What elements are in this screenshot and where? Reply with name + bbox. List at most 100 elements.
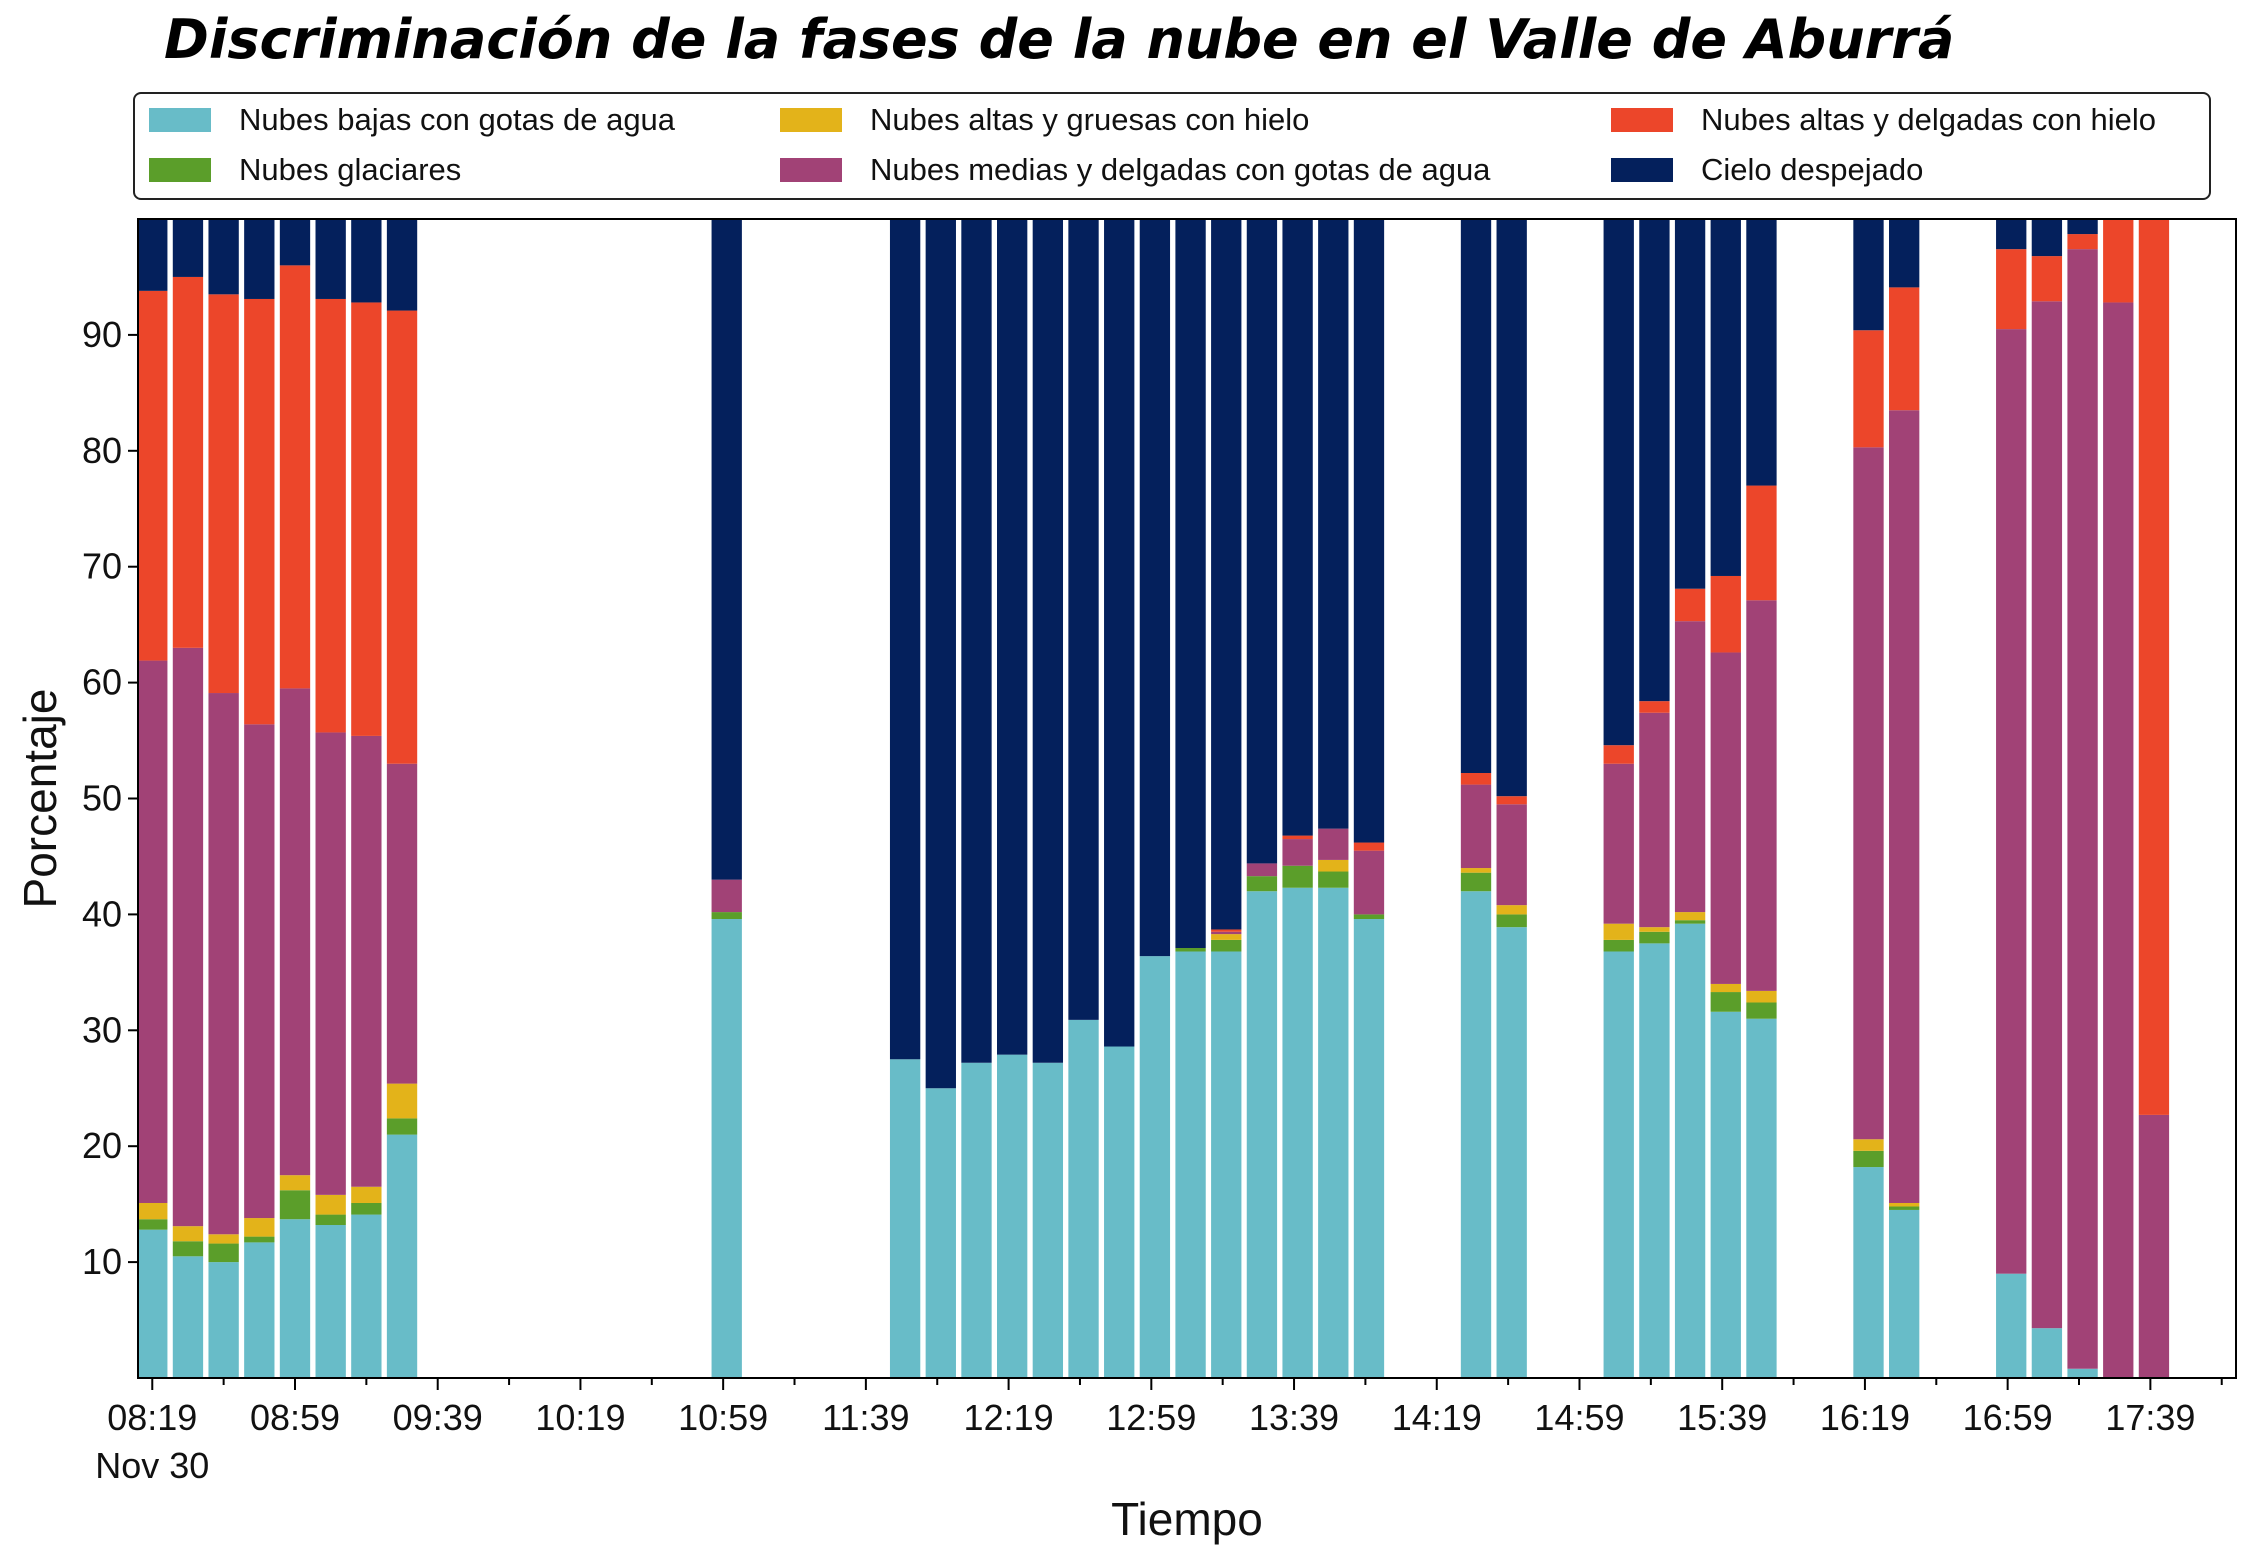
bar-segment <box>1639 943 1670 1378</box>
legend-label: Nubes altas y delgadas con hielo <box>1701 102 2156 137</box>
bar-segment <box>1282 887 1313 1378</box>
bar-segment <box>279 219 311 266</box>
bar-segment <box>1710 983 1741 993</box>
legend-item: Cielo despejado <box>1611 150 1923 190</box>
bar-segment <box>1674 219 1706 589</box>
bar-segment <box>1318 828 1349 860</box>
x-tick-label: 08:59 <box>250 1397 340 1438</box>
bar-segment <box>1639 712 1670 928</box>
legend-label: Cielo despejado <box>1701 152 1924 187</box>
y-tick-label: 70 <box>82 546 122 587</box>
x-tick-label: 10:19 <box>535 1397 625 1438</box>
legend-swatch <box>780 158 842 182</box>
bar-segment <box>1032 1062 1064 1378</box>
bar-segment <box>1639 219 1670 702</box>
bar-segment <box>279 1190 311 1220</box>
x-date-label: Nov 30 <box>95 1445 209 1486</box>
x-tick-label: 17:39 <box>2105 1397 2195 1438</box>
bar-segment <box>1603 745 1634 764</box>
bar-segment <box>1746 1002 1777 1019</box>
bar-segment <box>1853 330 1884 448</box>
bar-segment <box>1211 939 1242 952</box>
y-tick-label: 60 <box>82 662 122 703</box>
bar-segment <box>172 1226 204 1242</box>
bar-segment <box>1603 763 1634 924</box>
bar-segment <box>997 219 1028 1055</box>
bar-segment <box>1282 219 1313 836</box>
bar-segment <box>2067 219 2098 235</box>
y-tick-label: 50 <box>82 778 122 819</box>
bar-segment <box>1104 219 1135 1047</box>
bar-segment <box>2138 219 2170 1115</box>
bar-segment <box>1318 859 1349 872</box>
y-tick-label: 30 <box>82 1009 122 1050</box>
x-tick-label: 13:39 <box>1249 1397 1339 1438</box>
bar-segment <box>1639 701 1670 713</box>
bar-segment <box>137 1219 168 1230</box>
bar-segment <box>1853 1139 1884 1151</box>
bar-segment <box>1211 219 1242 930</box>
bar-segment <box>1353 914 1385 920</box>
bar-segment <box>711 912 742 920</box>
bar-segment <box>1889 410 1920 1203</box>
bar-segment <box>711 219 742 880</box>
bar-segment <box>1496 796 1527 805</box>
bar-segment <box>1318 887 1349 1378</box>
bar-segment <box>208 1243 239 1263</box>
x-tick-label: 15:39 <box>1677 1397 1767 1438</box>
bar-segment <box>2031 1328 2063 1378</box>
bar-segment <box>1211 951 1242 1378</box>
bar-segment <box>279 1219 311 1378</box>
bar-segment <box>244 298 275 725</box>
bar-segment <box>1246 219 1278 864</box>
bar-segment <box>1318 871 1349 888</box>
bar-segment <box>1496 219 1527 797</box>
y-tick-label: 40 <box>82 893 122 934</box>
bar-segment <box>2103 219 2134 303</box>
bar-segment <box>137 1202 168 1220</box>
bar-segment <box>1603 939 1634 952</box>
bar-segment <box>1282 865 1313 888</box>
bar-segment <box>1710 575 1741 653</box>
bar-segment <box>1639 927 1670 932</box>
bar-segment <box>351 1214 382 1378</box>
bar-segment <box>2138 1114 2170 1378</box>
bar-segment <box>1674 621 1706 913</box>
bar-segment <box>315 1214 346 1226</box>
x-tick-label: 14:19 <box>1392 1397 1482 1438</box>
bar-segment <box>279 1175 311 1191</box>
bar-segment <box>1460 891 1492 1378</box>
x-tick-label: 16:59 <box>1963 1397 2053 1438</box>
bar-segment <box>1496 804 1527 906</box>
bar-segment <box>2031 256 2063 302</box>
legend-label: Nubes bajas con gotas de agua <box>239 102 676 137</box>
bar-segment <box>1353 919 1385 1378</box>
bar-segment <box>172 647 204 1227</box>
bar-segment <box>244 1218 275 1237</box>
y-tick-label: 20 <box>82 1125 122 1166</box>
bar-segment <box>2031 301 2063 1329</box>
bar-segment <box>1282 835 1313 840</box>
bar-segment <box>1674 923 1706 1378</box>
legend-swatch <box>149 108 211 132</box>
bar-segment <box>1353 842 1385 851</box>
bar-segment <box>1353 850 1385 915</box>
bar-segment <box>137 660 168 1203</box>
bar-segment <box>1889 1209 1920 1378</box>
bar-segment <box>1889 1202 1920 1207</box>
bar-segment <box>2067 234 2098 250</box>
bar-segment <box>1853 447 1884 1140</box>
x-tick-label: 12:59 <box>1106 1397 1196 1438</box>
bar-segment <box>315 732 346 1195</box>
bar-segment <box>244 724 275 1219</box>
bar-segment <box>351 302 382 736</box>
bar-segment <box>137 219 168 291</box>
bar-segment <box>1853 1150 1884 1168</box>
legend-item: Nubes medias y delgadas con gotas de agu… <box>780 150 1490 190</box>
bar-segment <box>1460 868 1492 873</box>
bar-segment <box>1211 931 1242 935</box>
bar-segment <box>2067 1368 2098 1378</box>
legend-label: Nubes medias y delgadas con gotas de agu… <box>870 152 1491 187</box>
bar-segment <box>1746 219 1777 486</box>
bar-segment <box>279 265 311 689</box>
